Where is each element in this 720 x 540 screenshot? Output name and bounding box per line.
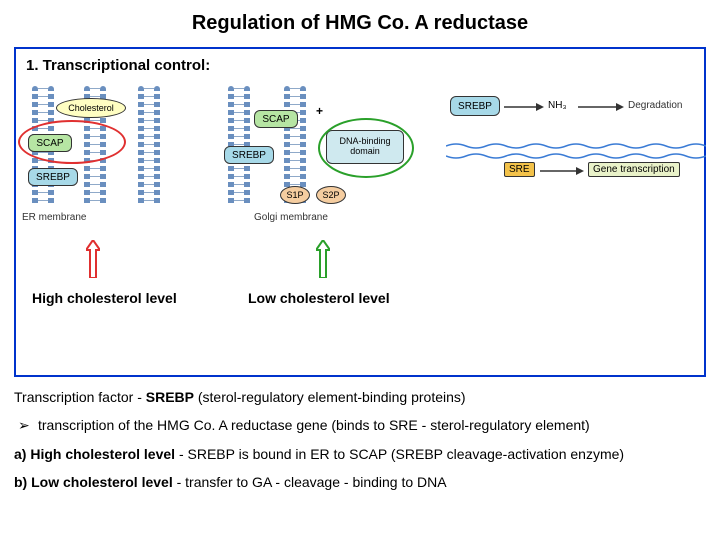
srebp-label: SREBP (36, 172, 70, 183)
srebp-box-er: SREBP (28, 168, 78, 186)
item-a-rest: - SREBP is bound in ER to SCAP (SREBP cl… (175, 446, 624, 462)
arrow-sre-gene (540, 166, 584, 176)
s2p-label: S2P (322, 190, 339, 200)
item-a: a) High cholesterol level - SREBP is bou… (14, 444, 706, 464)
gene-label: Gene transcription (593, 164, 675, 175)
srebp-box-golgi: SREBP (224, 146, 274, 164)
srebp-label-golgi: SREBP (232, 150, 266, 161)
tf-line-text: Transcription factor - SREBP (sterol-reg… (14, 389, 466, 405)
item-b-bold: b) Low cholesterol level (14, 474, 173, 490)
arrow-to-degradation (578, 102, 624, 112)
high-chol-label: High cholesterol level (32, 290, 177, 306)
low-chol-label: Low cholesterol level (248, 290, 390, 306)
sre-box: SRE (504, 162, 535, 177)
page-title: Regulation of HMG Co. A reductase (0, 0, 720, 35)
bullet-transcription: transcription of the HMG Co. A reductase… (14, 415, 706, 435)
s1p-oval: S1P (280, 186, 310, 204)
panel-er: Cholesterol SCAP SREBP ER membrane (26, 86, 206, 276)
cholesterol-label: Cholesterol (68, 103, 114, 113)
srebp-box-free: SREBP (450, 96, 500, 116)
er-membrane-label: ER membrane (22, 212, 86, 223)
dna-helix (446, 142, 706, 160)
section-heading: 1. Transcriptional control: (26, 57, 694, 74)
degradation-label: Degradation (628, 100, 682, 111)
high-chol-circle (18, 120, 126, 164)
scap-box-golgi: SCAP (254, 110, 298, 128)
srebp-label-free: SREBP (458, 101, 492, 112)
diagram-container: 1. Transcriptional control: Chole (14, 47, 706, 377)
item-b: b) Low cholesterol level - transfer to G… (14, 472, 706, 492)
nh3-label: NH₃ (548, 100, 567, 111)
sre-label: SRE (509, 164, 530, 175)
gene-box: Gene transcription (588, 162, 680, 177)
arrow-up-green (316, 240, 330, 278)
plus-sign: + (316, 104, 323, 118)
golgi-membrane-label: Golgi membrane (254, 212, 328, 223)
panel-dna: SREBP NH₃ Degradation SRE (446, 82, 706, 272)
diagram-area: Cholesterol SCAP SREBP ER membrane (26, 80, 694, 320)
bullet-text: transcription of the HMG Co. A reductase… (38, 417, 590, 433)
item-b-rest: - transfer to GA - cleavage - binding to… (173, 474, 447, 490)
scap-label-golgi: SCAP (262, 114, 289, 125)
tf-line: Transcription factor - SREBP (sterol-reg… (14, 387, 706, 407)
s2p-oval: S2P (316, 186, 346, 204)
s1p-label: S1P (286, 190, 303, 200)
item-a-bold: a) High cholesterol level (14, 446, 175, 462)
arrow-to-nh3 (504, 102, 544, 112)
body-text: Transcription factor - SREBP (sterol-reg… (14, 387, 706, 492)
arrow-up-red (86, 240, 100, 278)
cholesterol-oval: Cholesterol (56, 98, 126, 118)
low-chol-circle (318, 118, 414, 178)
